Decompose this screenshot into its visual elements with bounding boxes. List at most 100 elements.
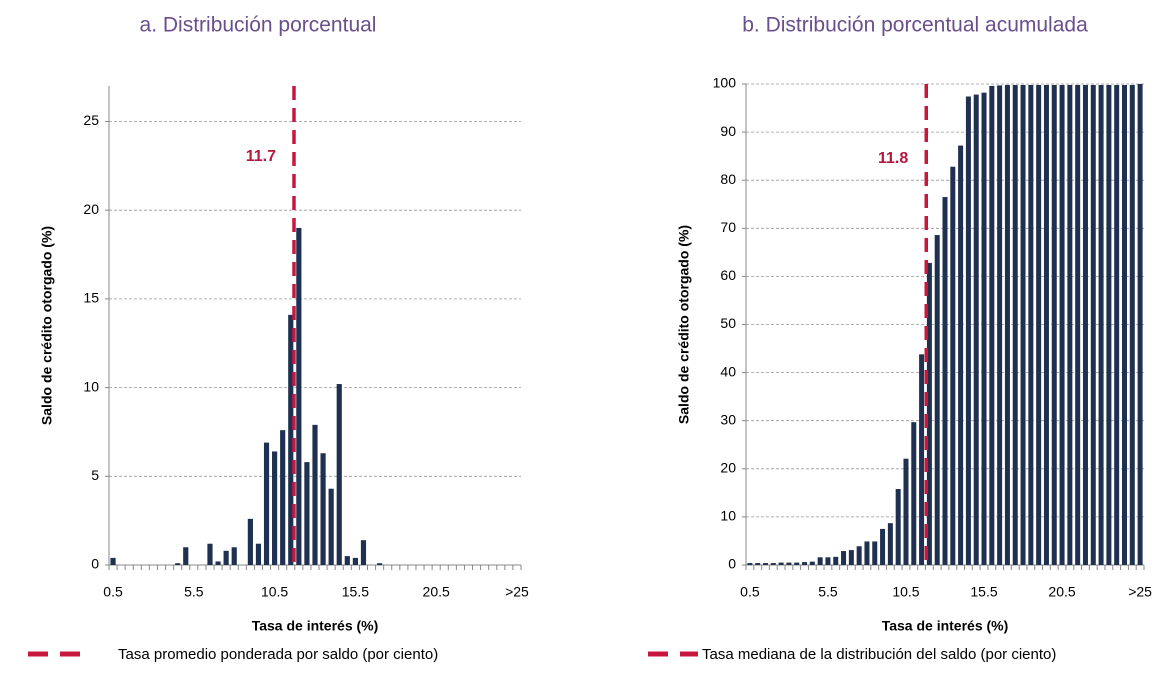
bar: [825, 557, 831, 565]
y-axis-label: Saldo de crédito otorgado (%): [676, 225, 692, 424]
bar: [207, 543, 213, 565]
y-tick-label: 10: [83, 378, 99, 394]
bar: [1114, 84, 1120, 565]
chart-title: b. Distribución porcentual acumulada: [742, 14, 1088, 37]
x-tick-label: 10.5: [261, 584, 288, 600]
bar: [1121, 84, 1127, 565]
bar: [110, 557, 116, 565]
y-tick-label: 10: [720, 508, 736, 524]
y-tick-label: 0: [91, 556, 99, 572]
bar: [755, 563, 761, 565]
legend-label: Tasa promedio ponderada por saldo (por c…: [118, 646, 438, 663]
bar: [872, 541, 878, 565]
bar: [809, 561, 815, 565]
bar: [880, 528, 886, 565]
bar: [1028, 84, 1034, 565]
bar: [903, 458, 909, 565]
y-tick-label: 60: [720, 267, 736, 283]
bar: [320, 453, 326, 565]
bar: [887, 523, 893, 565]
bar: [360, 540, 367, 565]
y-tick-label: 20: [83, 201, 99, 217]
y-tick-label: 90: [720, 123, 736, 139]
bar: [778, 562, 784, 565]
bar: [747, 563, 753, 565]
legend-label: Tasa mediana de la distribución del sald…: [702, 646, 1056, 663]
bar: [304, 462, 310, 565]
bar: [1129, 84, 1135, 565]
bar: [280, 430, 286, 565]
bar: [247, 518, 253, 565]
bar: [911, 422, 917, 565]
bar: [183, 547, 189, 565]
y-axis-label: Saldo de crédito otorgado (%): [39, 226, 55, 425]
reference-label: 11.7: [246, 148, 276, 165]
bar: [965, 96, 971, 566]
y-tick-label: 40: [720, 363, 736, 379]
bar: [833, 556, 839, 565]
bar: [841, 551, 847, 565]
bar: [1067, 84, 1073, 565]
bar: [973, 94, 979, 565]
x-tick-label: 0.5: [740, 584, 760, 600]
y-tick-label: 50: [720, 315, 736, 331]
bar: [1098, 84, 1104, 565]
x-tick-label: 20.5: [423, 584, 450, 600]
bar: [1059, 84, 1065, 565]
y-tick-label: 25: [83, 112, 99, 128]
bar: [312, 424, 318, 565]
chart-title: a. Distribución porcentual: [140, 14, 377, 37]
bar: [175, 563, 181, 565]
bar: [1043, 84, 1049, 565]
bar: [1004, 84, 1010, 565]
bar: [1106, 84, 1112, 565]
bar: [919, 354, 925, 565]
bar: [1012, 84, 1018, 565]
bar: [344, 556, 350, 565]
x-axis-label: Tasa de interés (%): [252, 618, 379, 634]
x-tick-label: 10.5: [892, 584, 919, 600]
bar: [1020, 84, 1026, 565]
y-tick-label: 20: [720, 460, 736, 476]
x-tick-label: 20.5: [1048, 584, 1075, 600]
bar: [1075, 84, 1081, 565]
bar: [1090, 84, 1096, 565]
y-tick-label: 5: [91, 467, 99, 483]
bar: [352, 557, 358, 565]
y-tick-label: 0: [728, 556, 736, 572]
bar: [296, 227, 302, 566]
y-tick-label: 70: [720, 219, 736, 235]
bar: [817, 557, 823, 565]
bar: [848, 550, 854, 565]
x-axis-label: Tasa de interés (%): [882, 618, 1009, 634]
bar: [786, 562, 792, 565]
bar: [950, 166, 956, 565]
bar: [856, 546, 862, 565]
bar: [942, 197, 948, 565]
bar: [1051, 84, 1057, 565]
bar: [255, 543, 262, 565]
y-tick-label: 15: [83, 290, 99, 306]
bar: [272, 451, 278, 565]
bar: [763, 563, 769, 565]
x-tick-label: 0.5: [103, 584, 123, 600]
bar: [770, 563, 776, 565]
bar: [1082, 84, 1088, 565]
y-tick-label: 100: [713, 75, 737, 91]
bar: [794, 562, 800, 565]
bar: [1036, 84, 1042, 565]
x-tick-label: >25: [505, 584, 529, 600]
bar: [864, 541, 870, 565]
y-tick-label: 30: [720, 411, 736, 427]
bar: [328, 488, 334, 565]
bar: [926, 262, 932, 565]
y-tick-label: 80: [720, 171, 736, 187]
x-tick-label: 15.5: [342, 584, 369, 600]
bar: [231, 547, 237, 565]
bar: [802, 562, 808, 565]
bar: [997, 85, 1003, 566]
bar: [981, 92, 987, 566]
x-tick-label: >25: [1128, 584, 1152, 600]
reference-label: 11.8: [878, 150, 908, 167]
